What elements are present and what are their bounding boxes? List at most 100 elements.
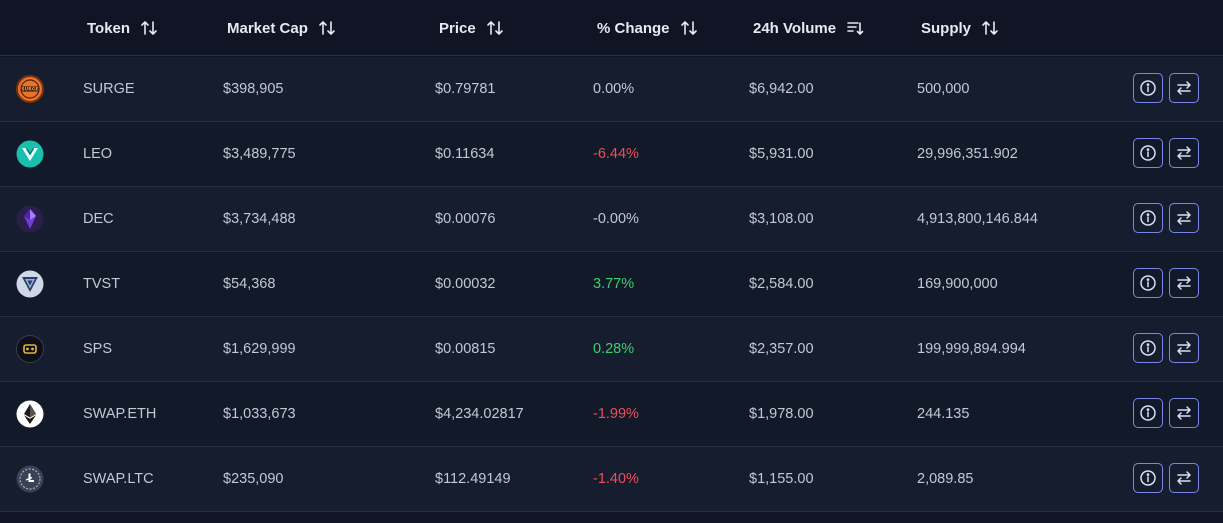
swap-arrows-icon — [1177, 81, 1191, 95]
table-row[interactable]: SWAP.ETH $1,033,673 $4,234.02817 -1.99% $1,9… — [0, 382, 1223, 447]
cell-supply: 169,900,000 — [917, 276, 998, 292]
cell-volume: $1,155.00 — [749, 471, 814, 487]
info-icon — [1140, 275, 1156, 291]
column-label: % Change — [597, 19, 670, 37]
cell-market-cap: $235,090 — [223, 471, 284, 487]
cell-price: $112.49149 — [435, 471, 511, 487]
sort-arrows-icon — [319, 21, 335, 35]
cell-volume: $1,978.00 — [749, 406, 814, 422]
table-row[interactable]: SWAP.LTC $235,090 $112.49149 -1.40% $1,155.0… — [0, 447, 1223, 512]
swap-button[interactable] — [1169, 268, 1199, 298]
info-button[interactable] — [1133, 398, 1163, 428]
table-row[interactable]: TVST $54,368 $0.00032 3.77% $2,584.00 169,900… — [0, 252, 1223, 317]
litecoin-logo-icon — [16, 465, 44, 493]
svg-text:SURGE: SURGE — [21, 87, 39, 93]
cell-supply: 244.135 — [917, 406, 970, 422]
cell-price: $0.00815 — [435, 341, 496, 357]
tvst-logo-icon — [16, 270, 44, 298]
info-button[interactable] — [1133, 138, 1163, 168]
sort-arrows-icon — [141, 21, 157, 35]
cell-change: -1.40% — [593, 471, 639, 487]
sort-arrows-icon — [982, 21, 998, 35]
cell-market-cap: $3,489,775 — [223, 146, 296, 162]
table-row[interactable]: SPS $1,629,999 $0.00815 0.28% $2,357.00 199,9… — [0, 317, 1223, 382]
column-header-token[interactable]: Token — [87, 17, 158, 39]
cell-token[interactable]: SWAP.LTC — [83, 471, 154, 487]
swap-arrows-icon — [1177, 146, 1191, 160]
column-header-volume[interactable]: 24h Volume — [753, 17, 864, 39]
sort-descending-icon — [847, 22, 864, 35]
leo-logo-icon — [16, 140, 44, 168]
cell-token[interactable]: TVST — [83, 276, 121, 292]
table-row[interactable]: DEC $3,734,488 $0.00076 -0.00% $3,108.00 4,91… — [0, 187, 1223, 252]
swap-arrows-icon — [1177, 211, 1191, 225]
cell-market-cap: $1,033,673 — [223, 406, 296, 422]
ethereum-logo-icon — [16, 400, 44, 428]
cell-market-cap: $398,905 — [223, 81, 284, 97]
swap-arrows-icon — [1177, 406, 1191, 420]
info-icon — [1140, 340, 1156, 356]
sps-logo-icon — [16, 335, 44, 363]
info-button[interactable] — [1133, 463, 1163, 493]
column-header-market-cap[interactable]: Market Cap — [227, 17, 336, 39]
info-icon — [1140, 210, 1156, 226]
table-row[interactable]: LEO $3,489,775 $0.11634 -6.44% $5,931.00 29,9… — [0, 122, 1223, 187]
info-icon — [1140, 145, 1156, 161]
column-label: Price — [439, 19, 476, 37]
cell-supply: 4,913,800,146.844 — [917, 211, 1038, 227]
swap-button[interactable] — [1169, 333, 1199, 363]
cell-change: 0.28% — [593, 341, 635, 357]
cell-token[interactable]: SWAP.ETH — [83, 406, 157, 422]
cell-price: $4,234.02817 — [435, 406, 524, 422]
cell-volume: $6,942.00 — [749, 81, 814, 97]
cell-volume: $2,584.00 — [749, 276, 814, 292]
cell-supply: 500,000 — [917, 81, 970, 97]
swap-button[interactable] — [1169, 138, 1199, 168]
dec-logo-icon — [16, 205, 44, 233]
cell-token[interactable]: SPS — [83, 341, 113, 357]
info-button[interactable] — [1133, 333, 1163, 363]
column-header-price[interactable]: Price — [439, 17, 504, 39]
table-row[interactable]: SURGE SURGE $398,905 $0.79781 0.00% $6,942.00… — [0, 57, 1223, 122]
info-icon — [1140, 470, 1156, 486]
cell-supply: 199,999,894.994 — [917, 341, 1026, 357]
cell-volume: $5,931.00 — [749, 146, 814, 162]
swap-arrows-icon — [1177, 341, 1191, 355]
column-label: 24h Volume — [753, 19, 837, 37]
cell-supply: 29,996,351.902 — [917, 146, 1018, 162]
cell-change: 3.77% — [593, 276, 635, 292]
sort-arrows-icon — [486, 21, 503, 35]
swap-button[interactable] — [1169, 203, 1199, 233]
column-label: Token — [87, 19, 131, 37]
cell-price: $0.00032 — [435, 276, 496, 292]
swap-button[interactable] — [1169, 73, 1199, 103]
cell-change: -6.44% — [593, 146, 639, 162]
swap-arrows-icon — [1177, 276, 1191, 290]
cell-token[interactable]: SURGE — [83, 81, 135, 97]
swap-button[interactable] — [1169, 398, 1199, 428]
info-button[interactable] — [1133, 203, 1163, 233]
column-header-change[interactable]: % Change — [597, 17, 698, 39]
cell-change: -1.99% — [593, 406, 639, 422]
column-header-supply[interactable]: Supply — [921, 17, 999, 39]
info-button[interactable] — [1133, 73, 1163, 103]
cell-supply: 2,089.85 — [917, 471, 974, 487]
cell-price: $0.11634 — [435, 146, 495, 162]
cell-change: -0.00% — [593, 211, 639, 227]
cell-change: 0.00% — [593, 81, 635, 97]
table-header: Token Market Cap Price % Change 24h Volu… — [0, 0, 1223, 56]
info-icon — [1140, 405, 1156, 421]
surge-logo-icon: SURGE — [16, 75, 44, 103]
cell-volume: $2,357.00 — [749, 341, 814, 357]
sort-arrows-icon — [680, 21, 697, 35]
info-button[interactable] — [1133, 268, 1163, 298]
cell-market-cap: $1,629,999 — [223, 341, 296, 357]
cell-token[interactable]: LEO — [83, 146, 113, 162]
cell-market-cap: $3,734,488 — [223, 211, 296, 227]
swap-button[interactable] — [1169, 463, 1199, 493]
cell-price: $0.00076 — [435, 211, 496, 227]
swap-arrows-icon — [1177, 471, 1191, 485]
cell-token[interactable]: DEC — [83, 211, 114, 227]
cell-volume: $3,108.00 — [749, 211, 814, 227]
